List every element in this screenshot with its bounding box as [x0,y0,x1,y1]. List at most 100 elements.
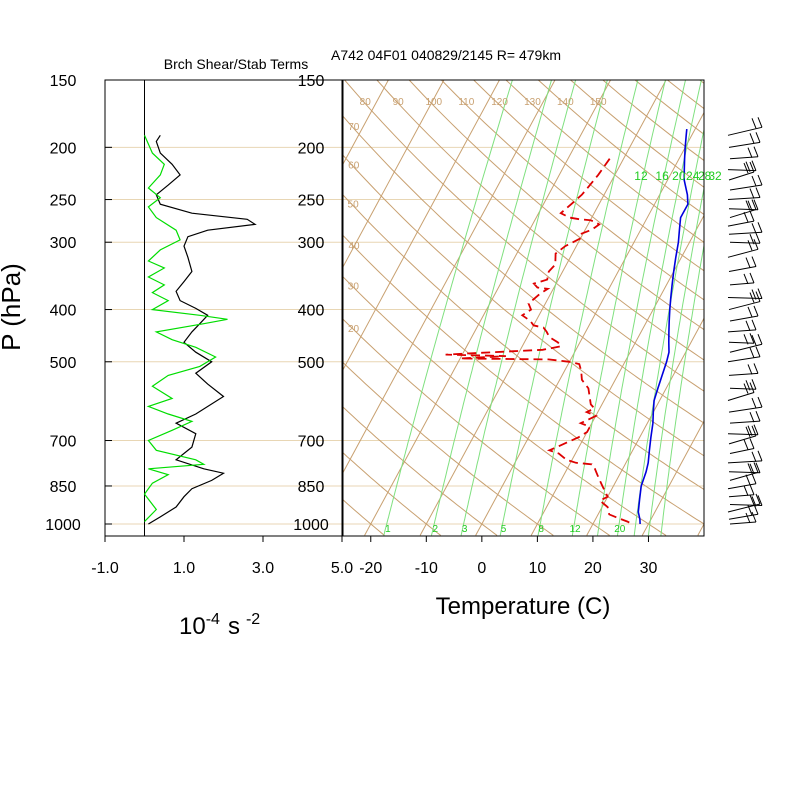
barb-flag [751,256,757,267]
mixing-ratio-line [571,80,666,536]
x-tick-label: 3.0 [252,560,274,577]
barb-staff [727,220,755,227]
barb-flag [755,187,761,198]
wind-barb [728,132,761,148]
wind-barb [729,146,759,160]
wind-barb [727,382,755,401]
barb-staff [727,392,755,401]
barb-staff [728,266,757,273]
barb-flag [745,320,751,332]
barb-flag [749,333,755,344]
y-tick-label: 300 [50,235,77,252]
y-tick-label: 1000 [293,517,329,534]
y-tick-label: 150 [50,73,77,90]
y-tick-label: 1000 [45,517,81,534]
barb-flag [749,210,755,222]
barb-staff [727,460,763,464]
dry-adiabat [343,194,704,491]
y-tick-label: 500 [50,355,77,372]
barb-staff [727,248,759,258]
x-tick-label: 10 [528,560,546,577]
dry-adiabat-label: 130 [524,97,541,108]
mixing-ratio-label: 28 [698,169,712,183]
barb-flag [743,273,749,285]
barb-staff [729,420,761,424]
barb-staff [727,329,757,333]
isotherm [31,28,305,536]
barb-flag [757,396,763,408]
dry-adiabat-label: 50 [348,200,360,211]
dewpoint-profile [445,158,633,525]
barb-flag [749,188,755,199]
wind-barb [727,346,761,363]
mixing-ratio-label: 5 [501,524,507,535]
shear-stability-panel: 150 200 250 300 400 500 700 850 1000 -1.0 1.0 3.0 5… [0,56,353,640]
left-panel-title: Brch Shear/Stab Terms [164,56,308,72]
isotherm [419,80,667,536]
barb-staff [727,356,761,363]
barb-flag [743,334,749,345]
barb-staff [729,209,757,219]
dry-adiabat [343,234,704,525]
y-tick-label: 250 [298,193,325,210]
mixing-ratio-line [633,127,704,536]
barb-staff [729,156,759,160]
barb-flag [757,495,763,506]
wind-barb [727,288,763,300]
wind-barb [728,396,763,413]
wind-barb [729,174,763,191]
barb-flag [749,438,755,449]
barb-flag [745,380,751,391]
barb-staff [727,483,757,490]
dry-adiabat-label: 60 [348,161,360,172]
wind-barb [728,291,761,311]
wind-barb [727,160,757,172]
barb-flag [745,512,751,524]
barb-flag [749,494,755,506]
left-y-tick-labels: 150 200 250 300 400 500 700 850 1000 [45,73,81,534]
wind-barb [728,363,759,376]
barb-flag [747,306,753,318]
mixing-ratio-lines [383,80,704,536]
x-tick-label: 30 [640,560,658,577]
dry-adiabat [726,28,800,536]
wind-barb [727,210,755,227]
barb-staff [728,171,755,181]
right-y-tick-labels: 150 200 250 300 400 500 700 850 1000 [293,73,329,534]
dry-adiabat [376,80,704,361]
barb-flag [751,425,757,437]
mixing-ratio-line [617,80,702,536]
mixing-ratio-label: 16 [655,169,669,183]
barb-staff [728,471,761,474]
wind-barb [729,511,757,525]
isotherm [475,111,704,536]
wind-barb [728,222,763,235]
wind-barb [729,379,757,391]
unit-exp: -4 [206,611,220,628]
barb-flag [747,505,753,516]
y-axis-label: P (hPa) [0,263,26,351]
y-tick-label: 200 [298,140,325,157]
y-tick-label: 700 [50,434,77,451]
barb-staff [728,435,757,445]
dry-adiabat [343,154,704,457]
barb-staff [727,169,757,172]
barb-flag [753,239,759,250]
y-tick-label: 850 [298,479,325,496]
wind-barb [728,484,755,498]
y-tick-label: 850 [50,479,77,496]
barb-staff [729,282,755,286]
isotherm [697,522,704,536]
barb-staff [727,433,759,436]
wind-barb [727,117,763,136]
barb-flag [743,383,749,394]
isotherms [31,28,704,536]
barb-flag [749,411,755,423]
barb-staff [727,126,763,136]
dry-adiabat [343,361,554,536]
mixing-ratio-label: 2 [433,524,439,535]
dry-adiabat [343,318,610,536]
barb-flag [751,319,757,331]
